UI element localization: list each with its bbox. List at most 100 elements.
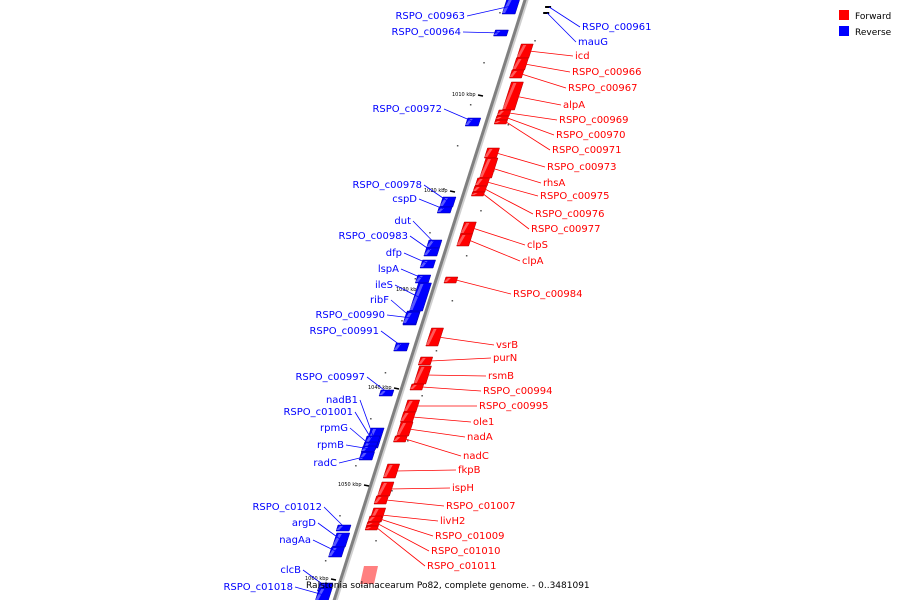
gene-rspo-c00969-label: RSPO_c00969 [559, 115, 629, 126]
gene-rspo-c00976-highlight [472, 187, 480, 191]
track-tick [435, 350, 438, 352]
gene-rspo-c00972-connector [443, 108, 475, 123]
legend-swatch-forward [839, 10, 849, 20]
gene-argd-highlight [332, 534, 342, 546]
gene-rspo-c00995-highlight [403, 401, 413, 411]
gene-rspo-c00963 [501, 0, 520, 15]
gene-nada-label: nadA [467, 432, 493, 443]
gene-rspo-c00964-label: RSPO_c00964 [391, 27, 461, 38]
gene-nada [396, 421, 414, 437]
gene-clpa-highlight [456, 235, 466, 245]
track-tick [384, 372, 387, 374]
gene-rspo-c00963-label: RSPO_c00963 [395, 11, 465, 22]
gene-maug-connector [546, 12, 577, 43]
track-tick [339, 515, 341, 517]
partial-gene [360, 566, 378, 584]
gene-rspo-c01011 [364, 525, 379, 531]
gene-rspo-c00991-label: RSPO_c00991 [309, 326, 379, 337]
gene-maug-marker [543, 12, 550, 14]
gene-rspo-c00990-highlight [402, 313, 412, 323]
gene-rspo-c00976-connector [484, 188, 534, 215]
gene-rspo-c00991-connector [380, 330, 403, 348]
gene-nada-highlight [396, 423, 407, 435]
gene-vsrb-connector [437, 336, 495, 346]
track-tick [480, 210, 482, 212]
gene-rspo-c00994-label: RSPO_c00994 [483, 386, 553, 397]
gene-rspo-c00961-connector [548, 6, 581, 28]
gene-isph-highlight [377, 483, 387, 495]
gene-rspo-c01010-highlight [366, 523, 373, 525]
track-tick [443, 188, 445, 190]
gene-clcb-label: clcB [280, 565, 301, 576]
gene-rspo-c01009-label: RSPO_c01009 [435, 531, 505, 542]
gene-rspo-c00975-label: RSPO_c00975 [540, 191, 610, 202]
track-tick [375, 540, 377, 542]
gene-rspo-c00983-label: RSPO_c00983 [338, 231, 408, 242]
gene-cspd-highlight [437, 208, 445, 212]
gene-iles-label: ileS [375, 280, 393, 291]
gene-rspo-c01010-label: RSPO_c01010 [431, 546, 501, 557]
track-tick [534, 40, 536, 42]
gene-rspo-c00978-label: RSPO_c00978 [352, 180, 422, 191]
gene-rsmb-connector [425, 374, 487, 377]
scale-tick-mark [363, 484, 370, 487]
gene-rspo-c00995 [403, 399, 421, 413]
gene-rhsa-label: rhsA [543, 178, 565, 189]
track-tick [414, 278, 417, 280]
gene-rspo-c00983-highlight [423, 249, 432, 255]
gene-rspo-c00977-highlight [471, 193, 478, 195]
gene-clpa [456, 233, 473, 247]
gene-ole1-connector [412, 416, 472, 423]
gene-rspo-c01007-highlight [374, 497, 382, 503]
gene-lspa-label: lspA [378, 264, 399, 275]
gene-rspo-c01007-connector [385, 499, 445, 507]
gene-dfp-label: dfp [386, 248, 402, 259]
scale-tick-mark [477, 94, 484, 97]
gene-rspo-c00997-connector [366, 376, 389, 394]
track-tick [401, 320, 403, 322]
gene-rspo-c00977-connector [483, 193, 530, 230]
gene-rspo-c00984-highlight [443, 278, 451, 282]
gene-rspo-c00990-connector [386, 314, 412, 319]
gene-rspo-c01010-connector [378, 523, 430, 552]
gene-dfp-connector [403, 252, 430, 265]
gene-nadc-highlight [393, 437, 401, 441]
gene-purn-highlight [418, 358, 426, 364]
track-tick [429, 232, 431, 234]
gene-rspo-c01011-connector [376, 527, 426, 567]
gene-rspo-c00972-label: RSPO_c00972 [372, 104, 442, 115]
gene-lspa-connector [400, 268, 425, 280]
gene-rspo-c01009 [367, 515, 383, 523]
gene-vsrb [425, 327, 444, 347]
scale-tick-mark [393, 387, 400, 390]
gene-rspo-c01018-connector [294, 586, 324, 596]
track-tick [456, 145, 459, 147]
gene-nagaa-label: nagAa [279, 535, 311, 546]
gene-rspo-c00976-label: RSPO_c00976 [535, 209, 605, 220]
gene-rspo-c01018-label: RSPO_c01018 [223, 582, 293, 593]
gene-alpa-label: alpA [563, 100, 585, 111]
track-tick [507, 124, 510, 126]
gene-vsrb-label: vsrB [496, 340, 518, 351]
backbone [332, 0, 527, 600]
scale-tick-label: 1030 kbp [396, 287, 420, 293]
gene-radc-connector [338, 455, 369, 464]
gene-rspo-c00967-label: RSPO_c00967 [568, 83, 638, 94]
gene-nagaa-connector [312, 539, 338, 553]
gene-rspo-c00991 [393, 342, 410, 352]
scale-tick-mark [449, 190, 456, 193]
gene-rspo-c00963-highlight [502, 0, 512, 13]
gene-nadc-connector [405, 438, 462, 457]
track-tick [499, 12, 501, 14]
gene-rpmg-connector [349, 427, 372, 447]
gene-rspo-c01009-connector [379, 518, 434, 537]
gene-rspo-c00970-connector [507, 117, 555, 136]
gene-rspo-c00966 [512, 57, 529, 71]
track-tick [355, 465, 357, 467]
gene-nada-connector [408, 428, 466, 438]
caption: Ralstonia solanacearum Po82, complete ge… [306, 581, 590, 591]
gene-fkpb-connector [395, 469, 457, 472]
track-tick [469, 104, 472, 106]
gene-nadc-label: nadC [463, 451, 489, 462]
